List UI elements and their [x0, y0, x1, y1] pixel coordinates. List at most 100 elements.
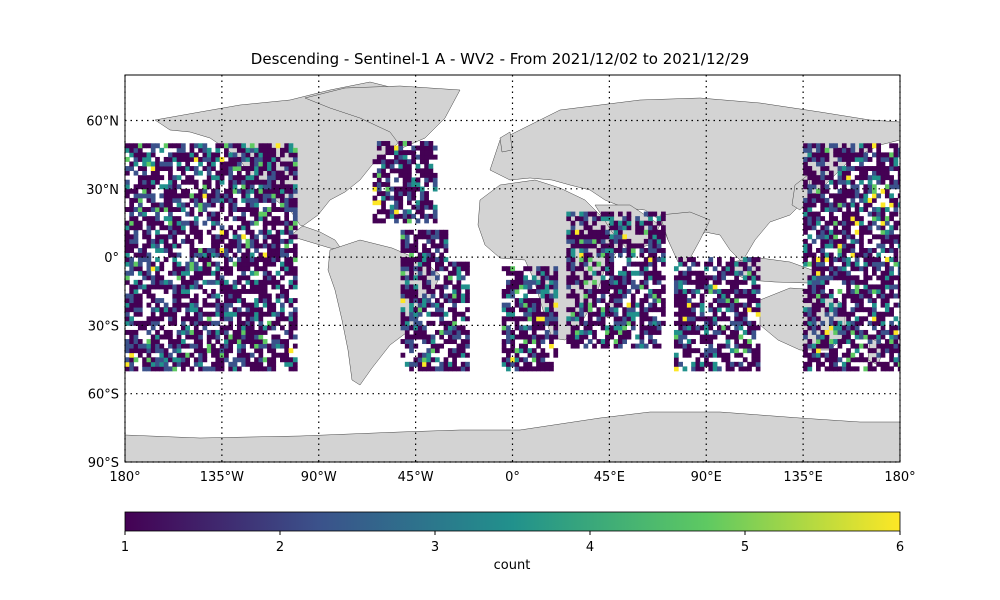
heatmap-cell: [424, 195, 429, 201]
heatmap-cell: [837, 257, 843, 263]
heatmap-cell: [609, 234, 615, 240]
heatmap-cell: [811, 252, 817, 258]
heatmap-cell: [816, 197, 821, 203]
heatmap-cell: [695, 284, 701, 290]
heatmap-cell: [514, 325, 520, 331]
heatmap-cell: [430, 320, 436, 326]
heatmap-cell: [267, 257, 272, 263]
heatmap-cell: [617, 275, 623, 281]
heatmap-cell: [828, 243, 834, 249]
heatmap-cell: [189, 248, 195, 253]
heatmap-cell: [807, 225, 813, 231]
heatmap-cell: [876, 284, 882, 290]
heatmap-cell: [439, 320, 445, 326]
heatmap-cell: [695, 270, 701, 276]
heatmap-cell: [837, 275, 843, 281]
heatmap-cell: [443, 238, 449, 244]
heatmap-cell: [531, 357, 537, 363]
heatmap-cell: [159, 184, 165, 190]
heatmap-cell: [803, 179, 808, 185]
heatmap-cell: [626, 225, 632, 231]
heatmap-cell: [846, 275, 851, 281]
heatmap-cell: [407, 181, 412, 187]
heatmap-cell: [661, 229, 666, 235]
heatmap-cell: [125, 220, 130, 226]
heatmap-cell: [816, 152, 821, 158]
heatmap-cell: [536, 288, 541, 294]
heatmap-cell: [133, 343, 139, 349]
heatmap-cell: [163, 329, 169, 335]
heatmap-cell: [185, 234, 190, 240]
heatmap-cell: [228, 257, 234, 263]
heatmap-cell: [828, 352, 834, 358]
heatmap-cell: [661, 320, 666, 326]
heatmap-cell: [747, 339, 752, 345]
heatmap-cell: [549, 302, 554, 308]
heatmap-cell: [206, 197, 212, 203]
heatmap-cell: [867, 229, 873, 235]
heatmap-cell: [456, 348, 462, 354]
heatmap-cell: [691, 293, 696, 299]
heatmap-cell: [897, 220, 900, 226]
heatmap-cell: [691, 348, 696, 354]
heatmap-cell: [609, 311, 615, 317]
heatmap-cell: [407, 168, 412, 174]
heatmap-cell: [456, 284, 462, 290]
heatmap-cell: [854, 207, 860, 212]
heatmap-cell: [583, 225, 589, 231]
heatmap-cell: [172, 293, 178, 299]
heatmap-cell: [439, 293, 445, 299]
heatmap-cell: [262, 211, 268, 217]
land-uk: [499, 131, 513, 153]
heatmap-cell: [807, 243, 813, 249]
heatmap-cell: [863, 366, 869, 372]
heatmap-cell: [880, 316, 886, 322]
heatmap-cell: [422, 361, 427, 367]
heatmap-cell: [262, 302, 268, 308]
heatmap-cell: [841, 307, 847, 313]
heatmap-cell: [816, 316, 821, 322]
heatmap-cell: [394, 186, 399, 192]
heatmap-cell: [850, 243, 856, 249]
heatmap-cell: [133, 320, 139, 326]
heatmap-cell: [202, 143, 208, 149]
heatmap-cell: [409, 316, 414, 322]
heatmap-cell: [193, 248, 199, 253]
heatmap-cell: [236, 238, 242, 244]
heatmap-cell: [600, 307, 606, 313]
heatmap-cell: [673, 343, 679, 349]
heatmap-cell: [224, 357, 229, 363]
heatmap-cell: [146, 156, 152, 162]
heatmap-cell: [811, 311, 817, 317]
heatmap-cell: [867, 175, 873, 181]
heatmap-cell: [592, 234, 597, 240]
heatmap-cell: [439, 243, 445, 249]
heatmap-cell: [867, 334, 873, 340]
heatmap-cell: [506, 311, 511, 317]
heatmap-cell: [430, 252, 436, 258]
heatmap-cell: [228, 166, 234, 172]
heatmap-cell: [549, 334, 554, 340]
heatmap-cell: [385, 181, 391, 187]
heatmap-cell: [639, 248, 645, 253]
heatmap-cell: [211, 152, 216, 158]
heatmap-cell: [626, 334, 632, 340]
heatmap-cell: [755, 352, 761, 358]
heatmap-cell: [163, 202, 169, 208]
heatmap-cell: [738, 361, 744, 367]
heatmap-cell: [859, 334, 864, 340]
heatmap-cell: [280, 307, 285, 313]
heatmap-cell: [747, 348, 752, 354]
heatmap-cell: [137, 248, 143, 253]
heatmap-cell: [872, 170, 877, 176]
heatmap-cell: [271, 325, 277, 331]
colorbar-tick-label: 5: [741, 540, 749, 555]
heatmap-cell: [159, 193, 165, 199]
heatmap-cell: [579, 257, 584, 263]
heatmap-cell: [249, 156, 255, 162]
heatmap-cell: [811, 193, 817, 199]
heatmap-cell: [837, 311, 843, 317]
heatmap-cell: [579, 238, 584, 244]
heatmap-cell: [820, 238, 826, 244]
heatmap-cell: [751, 361, 757, 367]
